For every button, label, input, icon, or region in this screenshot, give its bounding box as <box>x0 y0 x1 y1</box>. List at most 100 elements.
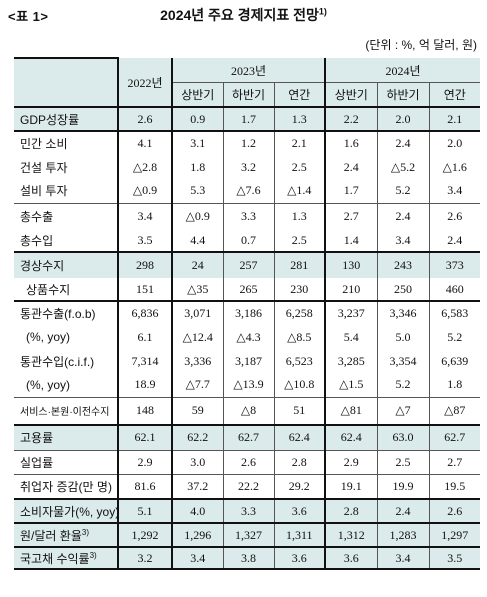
col-2023-h2: 하반기 <box>222 82 274 107</box>
value-cell: 1.8 <box>171 155 223 179</box>
value-cell: 62.2 <box>171 424 223 450</box>
row-label: 경상수지 <box>14 251 118 278</box>
row-label: (%, yoy) <box>26 330 71 344</box>
table-row: 통관수입(c.i.f.) 7,314 3,336 3,187 6,523 3,285 3,3… <box>14 349 481 373</box>
value-cell: 2.9 <box>117 449 172 474</box>
row-label: 통관수입(c.i.f.) <box>20 354 95 369</box>
value-cell: 29.2 <box>273 473 326 499</box>
value-cell: 5.0 <box>376 325 430 349</box>
value-cell: 3.0 <box>171 449 223 474</box>
value-cell: 2.6 <box>117 106 172 131</box>
value-cell: 4.1 <box>117 130 172 155</box>
value-cell: 2.8 <box>324 498 378 523</box>
value-cell: 6,523 <box>273 349 326 373</box>
col-2024-h2: 하반기 <box>376 82 430 107</box>
value-cell: 2.0 <box>428 130 481 155</box>
value-cell: △4.3 <box>222 325 274 349</box>
value-cell: 1,283 <box>376 522 430 547</box>
value-cell: 3,071 <box>171 300 223 325</box>
value-cell: 3.3 <box>222 498 274 523</box>
col-2023: 2023년 <box>170 58 326 83</box>
value-cell: △7 <box>376 396 430 425</box>
value-cell: 3,237 <box>324 300 378 325</box>
value-cell: 19.9 <box>376 473 430 499</box>
value-cell: 2.6 <box>222 449 274 474</box>
value-cell: 62.7 <box>428 424 481 450</box>
economic-indicators-table: 2022년 2023년 2024년 상반기 하반기 연간 상반기 하반기 연간 … <box>14 57 481 570</box>
row-label: 통관수출(f.o.b) <box>14 300 118 325</box>
value-cell: 2.4 <box>376 130 430 155</box>
value-cell: 2.7 <box>324 202 378 229</box>
table-row: 민간 소비 4.1 3.1 1.2 2.1 1.6 2.4 2.0 <box>14 130 481 155</box>
row-label: 총수입 <box>20 233 54 248</box>
value-cell: 1.3 <box>273 106 326 131</box>
value-cell: 2.5 <box>273 229 326 252</box>
value-cell: 62.7 <box>222 424 274 450</box>
value-cell: 2.6 <box>428 498 481 523</box>
value-cell: 19.1 <box>324 473 378 499</box>
value-cell: 6,258 <box>273 300 326 325</box>
value-cell: 4.0 <box>171 498 223 523</box>
row-label: GDP성장률 <box>14 106 118 131</box>
table-row: 건설 투자 △2.8 1.8 3.2 2.5 2.4 △5.2 △1.6 <box>14 155 481 179</box>
table-row: 상품수지 151 △35 265 230 210 250 460 <box>14 278 481 301</box>
value-cell: 3,346 <box>376 300 430 325</box>
value-cell: △2.8 <box>117 155 172 179</box>
value-cell: △1.5 <box>324 373 378 397</box>
table-row: (%, yoy) 18.9 △7.7 △13.9 △10.8 △1.5 5.2 1.8 <box>14 373 481 397</box>
value-cell: △13.9 <box>222 373 274 397</box>
value-cell: 1,312 <box>324 522 378 547</box>
value-cell: 3.3 <box>222 202 274 229</box>
col-2022: 2022년 <box>117 58 172 107</box>
value-cell: 1,292 <box>117 522 172 547</box>
value-cell: 230 <box>273 278 326 301</box>
row-label: 서비스·본원·이전수지 <box>14 396 118 425</box>
value-cell: 6.1 <box>117 325 172 349</box>
table-row: 국고채 수익률3) 3.2 3.4 3.8 3.6 3.6 3.4 3.5 <box>14 546 481 570</box>
value-cell: 3.2 <box>117 546 172 570</box>
value-cell: 3,285 <box>324 349 378 373</box>
value-cell: 63.0 <box>376 424 430 450</box>
value-cell: 0.9 <box>171 106 223 131</box>
value-cell: 2.4 <box>376 498 430 523</box>
table-title: 2024년 주요 경제지표 전망1) <box>160 6 327 23</box>
table-row: (%, yoy) 6.1 △12.4 △4.3 △8.5 5.4 5.0 5.2 <box>14 325 481 349</box>
value-cell: 5.2 <box>376 373 430 397</box>
table-number-tag: <표 1> <box>8 9 49 24</box>
col-2023-annual: 연간 <box>273 82 326 107</box>
value-cell: 24 <box>171 251 223 278</box>
value-cell: 373 <box>428 251 481 278</box>
value-cell: 3,336 <box>171 349 223 373</box>
value-cell: 59 <box>171 396 223 425</box>
value-cell: △12.4 <box>171 325 223 349</box>
value-cell: 5.1 <box>117 498 172 523</box>
value-cell: 1.3 <box>273 202 326 229</box>
value-cell: 6,639 <box>428 349 481 373</box>
value-cell: 3.4 <box>376 229 430 252</box>
value-cell: 3.4 <box>171 546 223 570</box>
table-body: GDP성장률 2.6 0.9 1.7 1.3 2.2 2.0 2.1 민간 소비 4.1 3.1 1.… <box>14 106 481 570</box>
value-cell: 1.8 <box>428 373 481 397</box>
value-cell: 2.5 <box>376 449 430 474</box>
col-2024-annual: 연간 <box>428 82 481 107</box>
value-cell: △0.9 <box>117 179 172 203</box>
value-cell: △8 <box>222 396 274 425</box>
table-row: 취업자 증감(만 명) 81.6 37.2 22.2 29.2 19.1 19.9 19.5 <box>14 473 481 499</box>
value-cell: 1.4 <box>324 229 378 252</box>
value-cell: 81.6 <box>117 473 172 499</box>
value-cell: 2.8 <box>273 449 326 474</box>
value-cell: 6,836 <box>117 300 172 325</box>
row-label: 건설 투자 <box>20 160 68 175</box>
value-cell: △1.4 <box>273 179 326 203</box>
value-cell: 7,314 <box>117 349 172 373</box>
value-cell: 148 <box>117 396 172 425</box>
unit-note: (단위 : %, 억 달러, 원) <box>365 38 477 52</box>
value-cell: △35 <box>171 278 223 301</box>
row-label: 고용률 <box>14 424 118 450</box>
value-cell: 2.2 <box>324 106 378 131</box>
value-cell: 257 <box>222 251 274 278</box>
value-cell: △1.6 <box>428 155 481 179</box>
value-cell: 298 <box>117 251 172 278</box>
table-row: GDP성장률 2.6 0.9 1.7 1.3 2.2 2.0 2.1 <box>14 106 481 131</box>
value-cell: 3,354 <box>376 349 430 373</box>
